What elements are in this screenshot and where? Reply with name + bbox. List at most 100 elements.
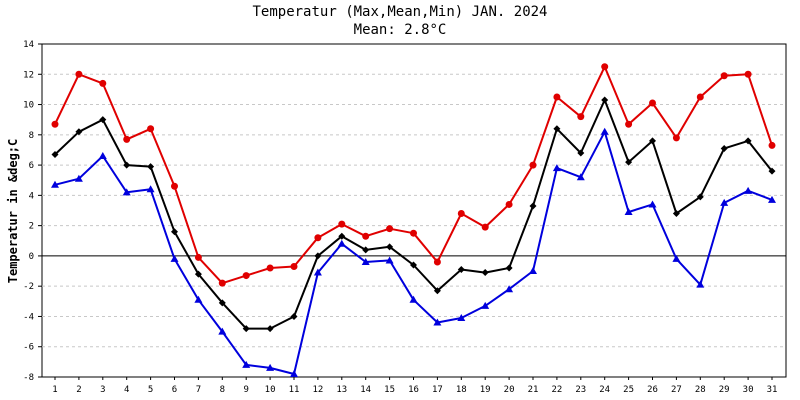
data-point-mean: [720, 144, 728, 152]
data-point-max: [242, 272, 250, 280]
chart-subtitle: Mean: 2.8°C: [353, 22, 447, 38]
chart-title: Temperatur (Max,Mean,Min) JAN. 2024: [252, 4, 548, 20]
x-tick-label: 6: [172, 385, 177, 395]
data-point-mean: [601, 96, 609, 104]
data-point-max: [314, 234, 322, 242]
data-point-max: [768, 141, 776, 149]
data-point-max: [290, 263, 298, 271]
data-point-mean: [266, 325, 274, 333]
data-point-min: [385, 256, 394, 264]
y-tick-label: 4: [29, 191, 34, 201]
x-tick-label: 24: [599, 385, 610, 395]
data-point-min: [720, 198, 729, 206]
data-point-max: [457, 210, 465, 218]
data-point-min: [624, 208, 633, 216]
data-point-min: [242, 360, 251, 368]
data-point-min: [361, 257, 370, 265]
data-point-mean: [218, 299, 226, 307]
data-point-max: [362, 232, 370, 240]
y-tick-label: 0: [29, 252, 34, 262]
data-point-mean: [75, 128, 83, 136]
data-point-min: [122, 188, 131, 196]
data-point-mean: [625, 158, 633, 166]
data-point-max: [481, 223, 489, 231]
data-point-min: [648, 200, 657, 208]
x-tick-label: 18: [456, 385, 467, 395]
data-point-max: [672, 134, 680, 142]
data-point-mean: [577, 149, 585, 157]
data-point-mean: [672, 210, 680, 218]
data-point-min: [576, 173, 585, 181]
data-point-mean: [99, 116, 107, 124]
y-axis-label: Temperatur in &deg;C: [6, 139, 20, 284]
data-point-min: [146, 185, 155, 193]
data-point-min: [505, 285, 514, 293]
x-tick-label: 20: [504, 385, 515, 395]
x-tick-label: 7: [196, 385, 201, 395]
y-tick-label: -8: [23, 373, 34, 383]
data-point-min: [529, 267, 537, 275]
data-point-min: [768, 195, 776, 203]
data-point-mean: [194, 270, 202, 278]
data-point-max: [696, 93, 704, 101]
x-tick-label: 22: [551, 385, 562, 395]
data-point-min: [409, 295, 418, 303]
series-line-mean: [54, 99, 773, 330]
data-point-mean: [242, 325, 250, 333]
x-tick-label: 19: [480, 385, 491, 395]
data-point-mean: [481, 269, 489, 277]
data-point-max: [505, 200, 513, 208]
x-tick-label: 9: [243, 385, 248, 395]
data-point-max: [194, 253, 202, 261]
y-tick-label: 10: [23, 101, 34, 111]
data-point-mean: [649, 137, 656, 145]
data-point-min: [433, 318, 442, 326]
data-point-mean: [433, 287, 441, 295]
data-point-mean: [147, 163, 155, 171]
y-tick-label: -6: [23, 343, 34, 353]
data-point-min: [266, 363, 275, 371]
x-tick-label: 31: [767, 385, 778, 395]
x-tick-label: 14: [360, 385, 371, 395]
data-point-mean: [696, 193, 704, 201]
y-tick-label: 6: [29, 161, 34, 171]
data-point-min: [672, 254, 681, 262]
data-point-mean: [51, 150, 59, 158]
x-tick-label: 1: [52, 385, 57, 395]
data-point-max: [386, 225, 394, 233]
data-point-min: [74, 174, 83, 182]
grid-layer: [42, 73, 786, 348]
x-tick-label: 28: [695, 385, 706, 395]
data-point-min: [457, 313, 466, 321]
data-point-min: [744, 186, 753, 194]
x-tick-label: 23: [575, 385, 586, 395]
y-tick-label: 12: [23, 70, 34, 80]
data-point-max: [410, 229, 417, 237]
data-point-max: [171, 182, 178, 190]
data-point-max: [75, 70, 83, 78]
data-point-mean: [529, 202, 537, 210]
data-point-mean: [410, 261, 417, 269]
data-point-min: [552, 164, 561, 172]
data-point-max: [338, 220, 346, 228]
data-point-min: [98, 152, 107, 160]
data-point-mean: [768, 167, 776, 175]
series-line-min: [54, 130, 773, 375]
data-point-max: [553, 93, 561, 101]
x-tick-label: 15: [384, 385, 395, 395]
data-point-mean: [362, 246, 370, 254]
data-point-mean: [338, 232, 346, 240]
y-tick-label: -2: [23, 282, 34, 292]
y-tick-label: 14: [23, 40, 34, 50]
data-point-max: [625, 120, 633, 128]
data-point-mean: [553, 125, 561, 133]
data-point-min: [600, 127, 609, 135]
data-point-min: [481, 301, 490, 309]
x-tick-label: 3: [100, 385, 105, 395]
data-point-max: [649, 99, 656, 107]
data-point-mean: [505, 264, 513, 272]
data-point-min: [290, 369, 298, 377]
data-point-max: [99, 79, 107, 87]
